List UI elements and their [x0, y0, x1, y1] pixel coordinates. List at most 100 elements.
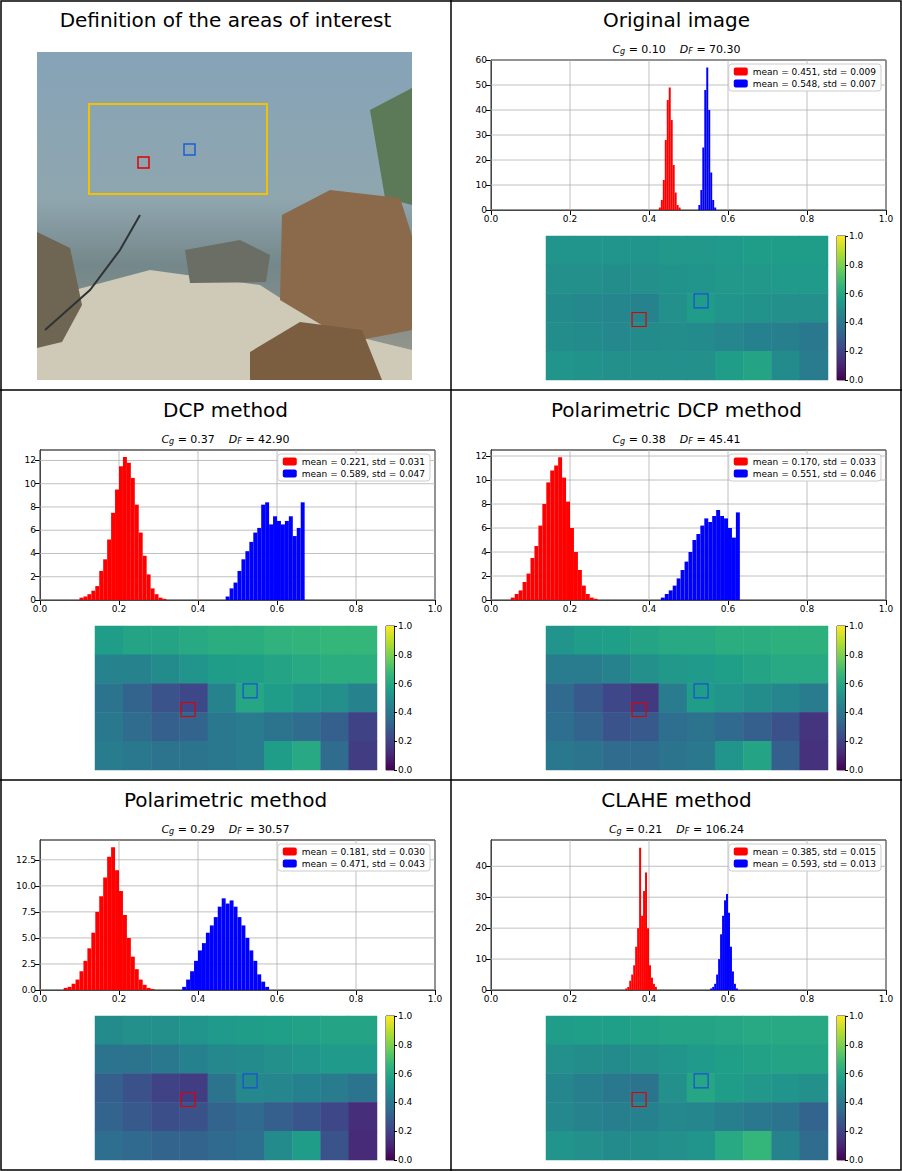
svg-text:D: D	[680, 433, 688, 446]
svg-text:1.0: 1.0	[879, 604, 894, 614]
svg-text:5.0: 5.0	[22, 933, 37, 943]
svg-text:0.4: 0.4	[398, 707, 413, 717]
svg-text:0.0: 0.0	[849, 375, 864, 385]
svg-text:20: 20	[476, 155, 488, 165]
svg-text:10: 10	[25, 479, 37, 489]
svg-text:0.6: 0.6	[721, 214, 736, 224]
svg-text:60: 60	[476, 55, 488, 65]
svg-text:mean = 0.589, std = 0.047: mean = 0.589, std = 0.047	[302, 469, 425, 479]
svg-text:1.0: 1.0	[849, 231, 864, 241]
svg-text:0.0: 0.0	[33, 604, 48, 614]
svg-text:1.0: 1.0	[879, 214, 894, 224]
svg-text:= 106.24: = 106.24	[689, 823, 744, 836]
svg-text:= 0.10: = 0.10	[625, 43, 666, 56]
svg-text:12: 12	[476, 451, 487, 461]
svg-text:7.5: 7.5	[22, 907, 36, 917]
svg-text:0.2: 0.2	[398, 1126, 412, 1136]
svg-text:0.8: 0.8	[800, 214, 815, 224]
svg-text:0.2: 0.2	[849, 346, 863, 356]
svg-text:mean = 0.551, std = 0.046: mean = 0.551, std = 0.046	[753, 469, 877, 479]
svg-text:0.8: 0.8	[349, 994, 364, 1004]
svg-text:0.4: 0.4	[849, 317, 864, 327]
svg-text:Polarimetric DCP method: Polarimetric DCP method	[551, 398, 802, 422]
svg-text:0.4: 0.4	[642, 994, 657, 1004]
svg-text:D: D	[680, 43, 688, 56]
svg-text:0.8: 0.8	[398, 1040, 413, 1050]
svg-text:0.2: 0.2	[398, 736, 412, 746]
svg-text:10: 10	[476, 954, 488, 964]
svg-text:0.2: 0.2	[563, 994, 577, 1004]
svg-text:0.0: 0.0	[484, 994, 499, 1004]
svg-text:0.2: 0.2	[112, 994, 126, 1004]
svg-text:12.5: 12.5	[16, 855, 36, 865]
svg-text:30: 30	[476, 892, 488, 902]
svg-text:10.0: 10.0	[16, 881, 36, 891]
svg-text:CLAHE method: CLAHE method	[601, 788, 752, 812]
svg-text:0.6: 0.6	[398, 679, 413, 689]
svg-text:= 30.57: = 30.57	[242, 823, 290, 836]
svg-text:= 70.30: = 70.30	[693, 43, 741, 56]
svg-text:2: 2	[481, 571, 487, 581]
svg-text:= 0.37: = 0.37	[174, 433, 215, 446]
svg-text:2.5: 2.5	[22, 959, 36, 969]
svg-text:1.0: 1.0	[398, 1011, 413, 1021]
svg-text:0.2: 0.2	[563, 214, 577, 224]
svg-text:0.8: 0.8	[849, 1040, 864, 1050]
svg-text:0.6: 0.6	[849, 289, 864, 299]
svg-text:= 42.90: = 42.90	[242, 433, 290, 446]
svg-text:50: 50	[476, 80, 488, 90]
svg-text:0.6: 0.6	[398, 1069, 413, 1079]
svg-text:mean = 0.385, std = 0.015: mean = 0.385, std = 0.015	[753, 847, 876, 857]
svg-text:1.0: 1.0	[428, 604, 443, 614]
svg-text:4: 4	[481, 547, 487, 557]
svg-text:6: 6	[481, 523, 487, 533]
svg-text:Original image: Original image	[603, 8, 750, 32]
svg-text:0.6: 0.6	[849, 1069, 864, 1079]
svg-text:= 0.21: = 0.21	[622, 823, 663, 836]
svg-text:0.2: 0.2	[849, 1126, 863, 1136]
svg-text:0.2: 0.2	[849, 736, 863, 746]
svg-text:D: D	[229, 433, 237, 446]
svg-text:D: D	[229, 823, 237, 836]
svg-text:0.8: 0.8	[800, 994, 815, 1004]
svg-text:0.4: 0.4	[642, 604, 657, 614]
svg-text:8: 8	[481, 499, 487, 509]
svg-text:0.8: 0.8	[349, 604, 364, 614]
svg-text:1.0: 1.0	[849, 1011, 864, 1021]
svg-text:mean = 0.451, std = 0.009: mean = 0.451, std = 0.009	[753, 67, 877, 77]
svg-text:0.6: 0.6	[721, 604, 736, 614]
svg-text:0.0: 0.0	[398, 765, 413, 775]
svg-text:4: 4	[30, 548, 36, 558]
svg-text:40: 40	[476, 861, 488, 871]
svg-text:D: D	[676, 823, 684, 836]
svg-text:0.2: 0.2	[112, 604, 126, 614]
svg-text:0.0: 0.0	[398, 1155, 413, 1165]
svg-text:0.4: 0.4	[191, 604, 206, 614]
svg-text:0.6: 0.6	[721, 994, 736, 1004]
svg-text:10: 10	[476, 475, 488, 485]
svg-text:= 0.29: = 0.29	[174, 823, 215, 836]
svg-text:0.4: 0.4	[191, 994, 206, 1004]
svg-text:10: 10	[476, 180, 488, 190]
svg-text:0.0: 0.0	[33, 994, 48, 1004]
svg-text:8: 8	[30, 502, 36, 512]
svg-text:0.4: 0.4	[849, 707, 864, 717]
svg-text:Definition of the areas of int: Definition of the areas of interest	[60, 8, 392, 32]
svg-text:0.8: 0.8	[849, 260, 864, 270]
svg-text:0.2: 0.2	[563, 604, 577, 614]
svg-text:1.0: 1.0	[879, 994, 894, 1004]
svg-text:0.8: 0.8	[849, 650, 864, 660]
svg-text:mean = 0.548, std = 0.007: mean = 0.548, std = 0.007	[753, 79, 876, 89]
svg-text:1.0: 1.0	[398, 621, 413, 631]
svg-text:mean = 0.170, std = 0.033: mean = 0.170, std = 0.033	[753, 457, 876, 467]
svg-text:0.0: 0.0	[849, 1155, 864, 1165]
svg-text:2: 2	[30, 572, 36, 582]
svg-text:= 0.38: = 0.38	[625, 433, 666, 446]
svg-text:0.4: 0.4	[849, 1097, 864, 1107]
svg-text:mean = 0.181, std = 0.030: mean = 0.181, std = 0.030	[302, 847, 426, 857]
svg-text:DCP method: DCP method	[163, 398, 288, 422]
svg-text:0.4: 0.4	[398, 1097, 413, 1107]
svg-text:12: 12	[25, 455, 36, 465]
svg-text:20: 20	[476, 923, 488, 933]
svg-text:0.0: 0.0	[484, 604, 499, 614]
